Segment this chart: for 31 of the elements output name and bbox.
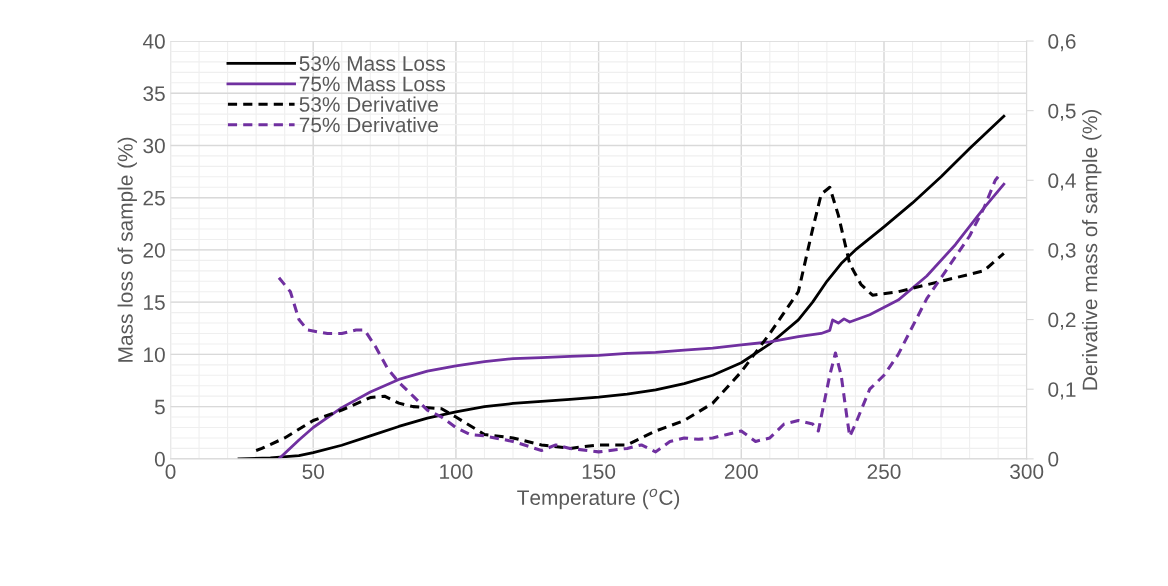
y2-tick-label: 0,4: [1048, 173, 1076, 191]
y2-axis-title: Derivative mass of sample (%): [1082, 109, 1102, 390]
legend-label: 53% Mass Loss: [299, 56, 446, 71]
legend-label: 53% Derivative: [299, 96, 438, 112]
y-tick-label: 5: [154, 399, 165, 415]
y-tick-label: 20: [143, 242, 165, 258]
legend-label: 75% Mass Loss: [299, 76, 446, 92]
x-tick-label: 250: [867, 464, 901, 479]
line-series: [237, 114, 1006, 459]
y-tick-label: 25: [143, 190, 165, 206]
x-tick-label: 50: [302, 464, 324, 479]
x-tick-label: 300: [1010, 464, 1044, 479]
x-tick-label: 0: [165, 464, 176, 479]
x-axis-title: Temperature ($^{o}$C): [517, 488, 680, 510]
y2-tick-label: 0,1: [1048, 382, 1076, 400]
y-tick-label: 35: [143, 86, 165, 101]
y-tick-label: 15: [144, 295, 165, 310]
y2-tick-label: 0,6: [1048, 34, 1076, 52]
y-tick-label: 30: [143, 138, 165, 154]
y-tick-label: 0: [154, 451, 165, 467]
legend-label: 75% Derivative: [299, 116, 438, 133]
x-tick-label: 100: [440, 464, 473, 479]
x-tick-label: 200: [724, 464, 758, 479]
y-axis-title: Mass loss of sample (%): [117, 137, 137, 362]
y2-tick-label: 0,2: [1048, 312, 1076, 330]
y2-tick-label: 0,3: [1048, 242, 1076, 261]
y2-tick-label: 0: [1048, 451, 1059, 467]
y-tick-label: 40: [142, 34, 165, 49]
y2-tick-label: 0,5: [1048, 103, 1076, 121]
y-tick-label: 10: [144, 347, 165, 363]
x-tick-label: 150: [582, 464, 616, 479]
